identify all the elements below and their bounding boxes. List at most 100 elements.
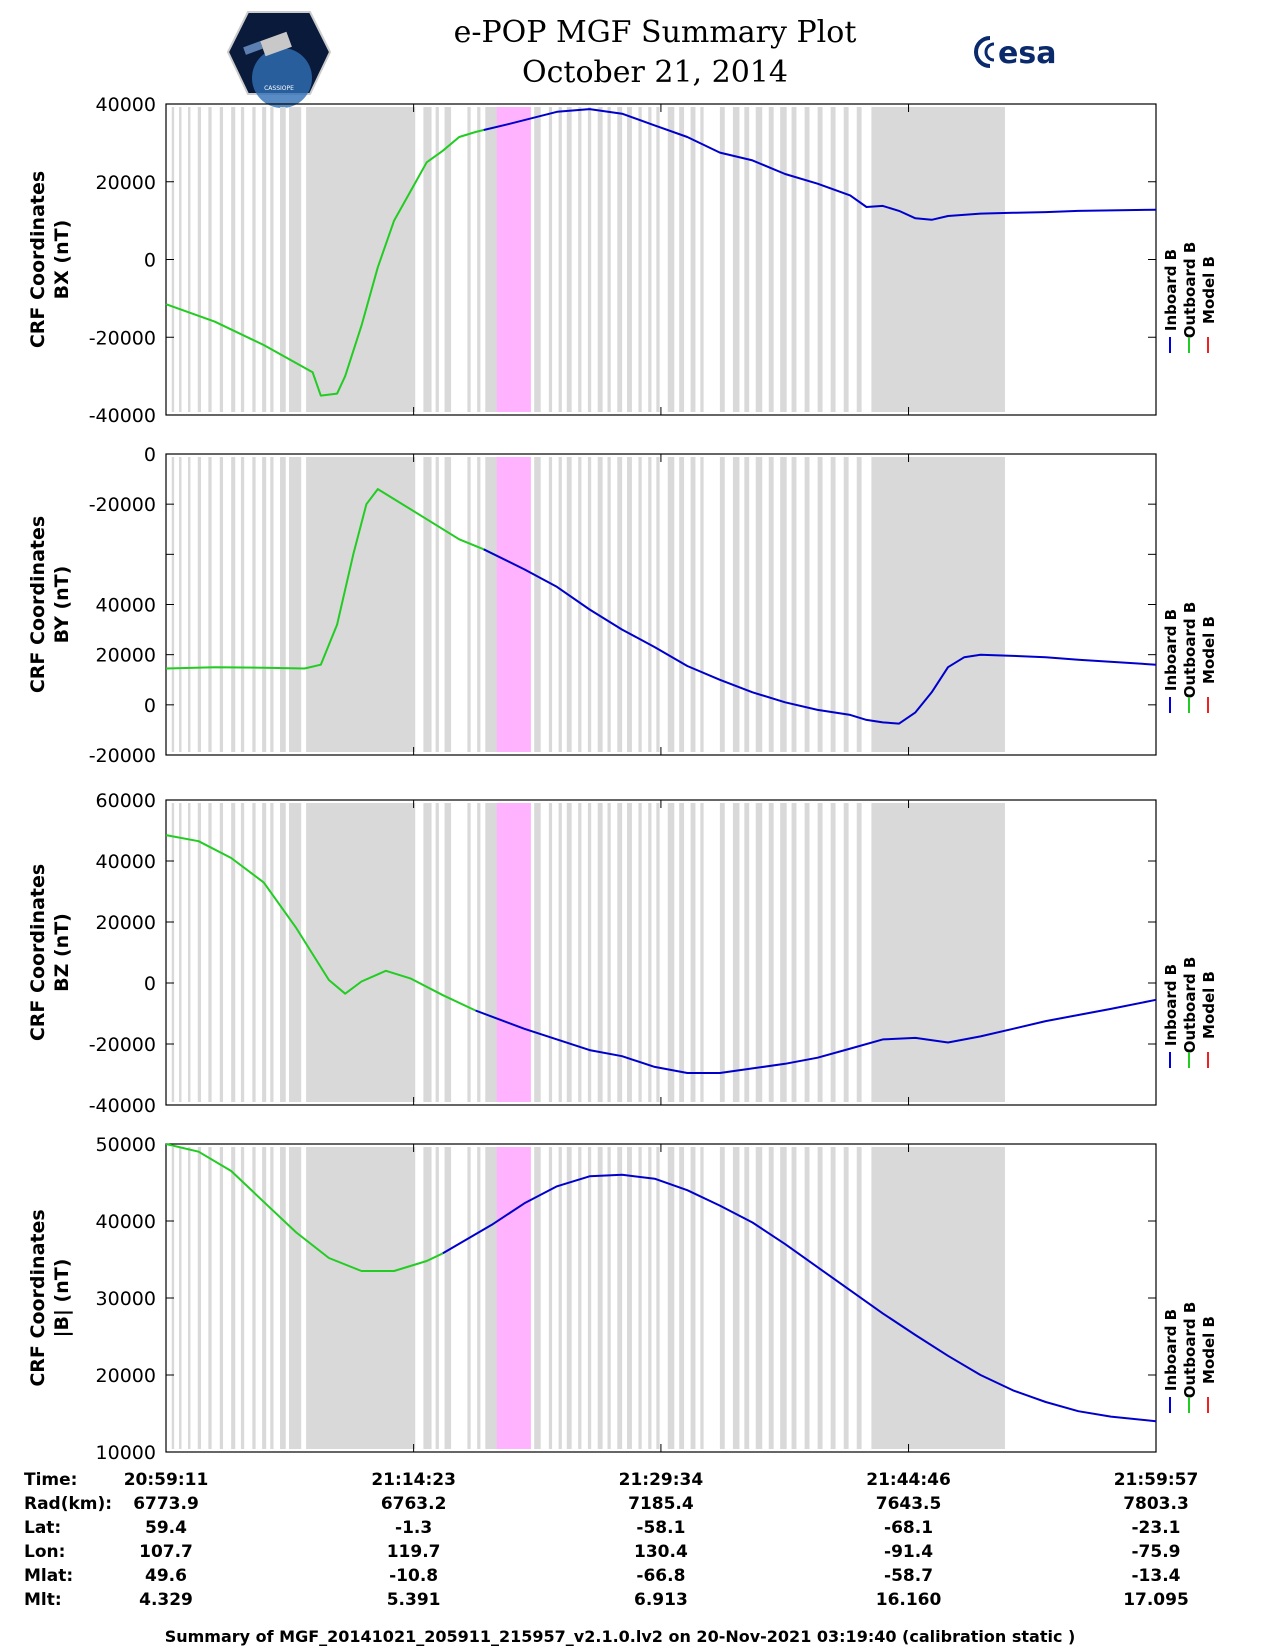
data-gap-band <box>423 803 432 1102</box>
y-tick-label: 40000 <box>96 595 156 617</box>
y-tick-label: 20000 <box>96 1365 156 1387</box>
data-gap-band <box>871 803 1005 1102</box>
data-gap-band <box>843 107 849 412</box>
data-gap-band <box>597 1147 603 1449</box>
data-gap-band <box>617 1147 623 1449</box>
data-gap-band <box>617 803 623 1102</box>
data-gap-band <box>282 457 286 752</box>
info-row-label: Rad(km): <box>24 1494 112 1514</box>
data-gap-band <box>534 107 541 412</box>
info-cell: 59.4 <box>145 1518 187 1538</box>
data-gap-band <box>477 107 481 412</box>
data-gap-band <box>270 457 274 752</box>
series-line-inboard-b <box>475 998 1157 1074</box>
data-gap-band <box>617 107 623 412</box>
data-gap-band <box>252 107 256 412</box>
data-gap-band <box>179 803 182 1102</box>
series-line-inboard-b <box>442 1173 1157 1423</box>
y-tick-label: 40000 <box>96 1211 156 1233</box>
data-gap-band <box>719 1147 725 1449</box>
data-gap-band <box>252 803 256 1102</box>
data-gap-band <box>423 107 432 412</box>
legend-label: Model B <box>1200 971 1218 1039</box>
data-gap-band <box>768 803 774 1102</box>
info-cell: 49.6 <box>145 1566 187 1586</box>
y-axis-label-line2: BX (nT) <box>51 220 73 300</box>
data-gap-band <box>780 803 787 1102</box>
info-cell: 20:59:11 <box>124 1470 209 1490</box>
data-gap-band <box>566 107 572 412</box>
data-gap-band <box>667 803 675 1102</box>
data-gap-band <box>597 457 603 752</box>
footer-summary: Summary of MGF_20141021_205911_215957_v2… <box>165 1627 1076 1646</box>
y-tick-label: 0 <box>144 250 156 272</box>
data-gap-band <box>690 1147 696 1449</box>
highlight-band <box>496 457 531 752</box>
data-gap-band <box>700 107 704 412</box>
data-gap-band <box>435 803 439 1102</box>
data-gap-band <box>638 1147 642 1449</box>
data-gap-band <box>791 1147 797 1449</box>
data-gap-band <box>638 457 642 752</box>
data-gap-band <box>690 457 696 752</box>
data-gap-band <box>667 1147 675 1449</box>
data-gap-band <box>197 107 202 412</box>
data-gap-band <box>587 107 592 412</box>
data-gap-band <box>566 1147 572 1449</box>
data-gap-band <box>423 1147 432 1449</box>
data-gap-band <box>288 803 302 1102</box>
data-gap-band <box>578 107 582 412</box>
data-gap-band <box>804 457 810 752</box>
info-cell: 5.391 <box>387 1590 441 1610</box>
data-gap-band <box>817 457 823 752</box>
info-cell: 6763.2 <box>381 1494 447 1514</box>
data-gap-band <box>667 457 675 752</box>
info-cell: -91.4 <box>884 1542 933 1562</box>
info-row-label: Lon: <box>24 1542 65 1562</box>
data-gap-band <box>280 1147 285 1449</box>
info-cell: 7643.5 <box>876 1494 942 1514</box>
data-gap-band <box>282 803 286 1102</box>
y-tick-label: 40000 <box>96 94 156 116</box>
data-gap-band <box>306 107 416 412</box>
panel-by: 0 -20000 40000 20000 0 -20000 CRF Coordinates B… <box>27 444 1218 767</box>
data-gap-band <box>719 457 725 752</box>
data-gap-band <box>197 457 202 752</box>
info-cell: -1.3 <box>395 1518 432 1538</box>
data-gap-band <box>477 1147 481 1449</box>
data-gap-band <box>262 107 267 412</box>
data-gap-band <box>262 803 267 1102</box>
data-gap-band <box>187 1147 191 1449</box>
data-gap-band <box>467 107 471 412</box>
data-gap-band <box>597 803 603 1102</box>
data-gap-band <box>648 457 652 752</box>
y-tick-label: -40000 <box>89 1095 156 1117</box>
data-gap-band <box>179 107 182 412</box>
data-gap-band <box>856 1147 862 1449</box>
data-gap-band <box>587 1147 592 1449</box>
data-gap-band <box>648 107 652 412</box>
data-gap-band <box>804 1147 810 1449</box>
data-gap-band <box>791 457 797 752</box>
y-tick-label: -20000 <box>89 1034 156 1056</box>
data-gap-band <box>700 803 704 1102</box>
y-tick-label: 0 <box>144 444 156 466</box>
data-gap-band <box>871 1147 1005 1449</box>
data-gap-band <box>856 107 862 412</box>
data-gap-band <box>638 803 642 1102</box>
info-cell: 4.329 <box>139 1590 193 1610</box>
data-gap-band <box>252 457 256 752</box>
highlight-band <box>496 1147 531 1449</box>
data-gap-band <box>306 803 416 1102</box>
legend-label: Outboard B <box>1181 957 1199 1054</box>
data-gap-band <box>627 1147 632 1449</box>
series-line-inboard-b <box>483 548 1157 725</box>
data-gap-band <box>732 803 740 1102</box>
data-gap-band <box>477 457 481 752</box>
data-gap-band <box>871 457 1005 752</box>
info-cell: -10.8 <box>389 1566 438 1586</box>
data-gap-band <box>690 803 696 1102</box>
data-gap-band <box>219 457 224 752</box>
data-gap-band <box>208 457 212 752</box>
data-gap-band <box>780 107 787 412</box>
